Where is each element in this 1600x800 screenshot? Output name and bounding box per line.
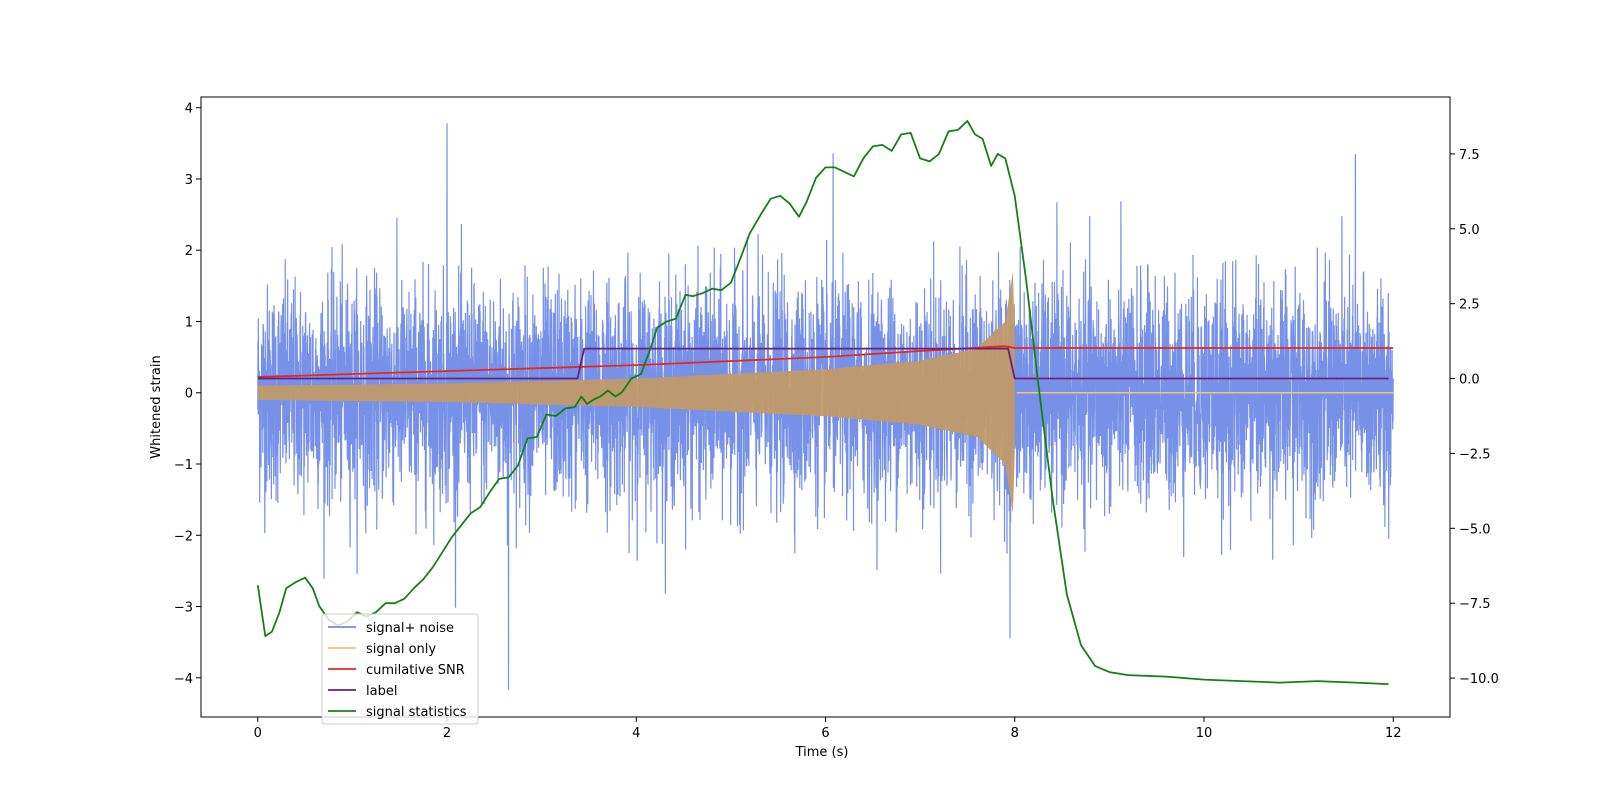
- legend-label: cumilative SNR: [366, 663, 465, 678]
- y2-tick-label: 7.5: [1459, 148, 1480, 163]
- y-axis-label: Whitened strain: [149, 355, 164, 458]
- y-tick-label: −3: [174, 601, 193, 616]
- y-tick-label: −4: [174, 672, 193, 687]
- y-tick-label: 1: [185, 315, 193, 330]
- x-tick-label: 6: [821, 726, 829, 741]
- y2-tick-label: −5.0: [1459, 522, 1491, 537]
- x-tick-label: 2: [443, 726, 451, 741]
- legend-label: signal+ noise: [366, 621, 454, 636]
- y-tick-label: −1: [174, 458, 193, 473]
- x-axis: 0 2 4 6 8 10 12: [254, 717, 1402, 741]
- y2-tick-label: −2.5: [1459, 447, 1491, 462]
- legend-label: label: [366, 684, 397, 699]
- legend-label: signal only: [366, 642, 436, 657]
- legend: signal+ noise signal only cumilative SNR la…: [321, 613, 479, 725]
- x-tick-label: 8: [1011, 726, 1019, 741]
- y-tick-label: −2: [174, 529, 193, 544]
- x-axis-label: Time (s): [795, 745, 849, 760]
- series-signal-only: [257, 271, 1015, 514]
- series-cumilative-snr: [257, 345, 1394, 378]
- legend-label: signal statistics: [366, 705, 467, 720]
- y2-tick-label: 5.0: [1459, 223, 1480, 238]
- series-label: [257, 347, 1389, 380]
- y2-tick-label: −7.5: [1459, 597, 1491, 612]
- y-tick-label: 4: [185, 102, 193, 117]
- y2-tick-label: 2.5: [1459, 298, 1480, 313]
- y-tick-label: 3: [185, 173, 193, 188]
- y-axis-right: −10.0 −7.5 −5.0 −2.5 0.0 2.5 5.0 7.5: [1450, 148, 1499, 687]
- series-layer: [256, 120, 1394, 690]
- series-signal-statistics: [256, 120, 1389, 685]
- y-tick-label: 0: [185, 387, 193, 402]
- legend-box: [321, 613, 479, 725]
- x-tick-label: 12: [1385, 726, 1402, 741]
- x-tick-label: 4: [632, 726, 640, 741]
- y-tick-label: 2: [185, 244, 193, 259]
- series-signal-plus-noise: [257, 123, 1394, 690]
- x-tick-label: 0: [254, 726, 262, 741]
- y-axis-left: −4 −3 −2 −1 0 1 2 3 4: [174, 102, 201, 687]
- y2-tick-label: −10.0: [1459, 672, 1499, 687]
- y2-tick-label: 0.0: [1459, 373, 1480, 388]
- x-tick-label: 10: [1196, 726, 1213, 741]
